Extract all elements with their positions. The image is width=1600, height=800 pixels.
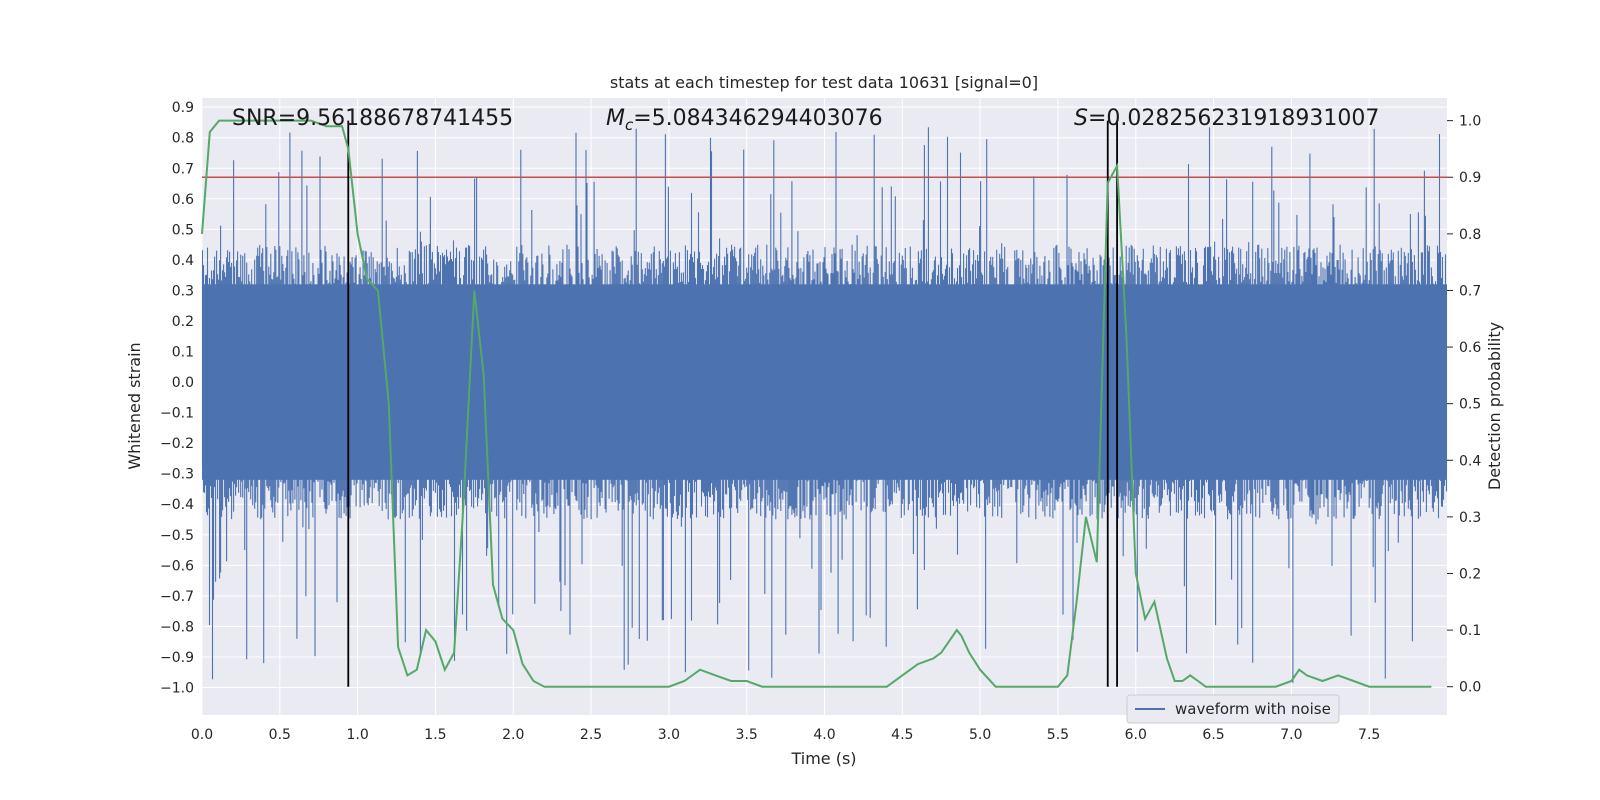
s-symbol: S [1074,106,1088,131]
y-right-tick-label: 0.6 [1459,340,1481,356]
y-left-tick-label: −0.7 [160,589,194,605]
y-right-tick-label: 0.5 [1459,397,1481,413]
s-annotation: S=0.028256231918931007 [1074,106,1379,131]
y-left-tick-label: −0.5 [160,528,194,544]
y-left-tick-label: −0.3 [160,467,194,483]
y-left-axis-ticks: 0.9 0.8 0.7 0.6 0.5 0.4 0.3 0.2 0.1 0.0 −0.1 −0.2 −0… [160,100,194,696]
y-left-tick-label: −0.6 [160,558,194,574]
x-tick-label: 3.0 [658,727,680,743]
y-right-axis-ticks: 1.0 0.9 0.8 0.7 0.6 0.5 0.4 0.3 0.2 0.1 0.0 [1447,114,1481,696]
x-tick-label: 6.5 [1202,727,1224,743]
x-tick-label: 5.0 [969,727,991,743]
x-tick-label: 4.0 [813,727,835,743]
y-right-tick-label: 0.0 [1459,680,1481,696]
legend-box [1126,694,1340,724]
y-right-tick-label: 0.1 [1459,623,1481,639]
y-left-tick-label: 0.2 [172,314,194,330]
x-tick-label: 6.0 [1125,727,1147,743]
legend: waveform with noise [1126,694,1340,724]
y-left-tick-label: 0.1 [172,345,194,361]
chirp-mass-symbol: M [606,106,625,131]
y-left-tick-label: 0.9 [172,100,194,116]
y-left-tick-label: 0.7 [172,161,194,177]
y-right-tick-label: 0.9 [1459,170,1481,186]
overlay-lines [201,119,1447,688]
chirp-mass-subscript: c [625,116,634,134]
x-tick-label: 2.0 [502,727,524,743]
x-tick-label: 5.5 [1047,727,1069,743]
y-left-tick-label: 0.8 [172,131,194,147]
snr-annotation: SNR=9.56188678741455 [232,106,513,131]
y-right-tick-label: 0.7 [1459,283,1481,299]
y-left-tick-label: −0.8 [160,619,194,635]
y-left-tick-label: 0.5 [172,222,194,238]
x-tick-label: 0.5 [269,727,291,743]
x-tick-label: 4.5 [891,727,913,743]
y-right-tick-label: 0.4 [1459,453,1481,469]
x-tick-label: 3.5 [736,727,758,743]
chart-title: stats at each timestep for test data 106… [610,73,1038,92]
x-tick-label: 2.5 [580,727,602,743]
y-left-tick-label: 0.0 [172,375,194,391]
x-tick-label: 1.0 [346,727,368,743]
y-left-tick-label: −0.2 [160,436,194,452]
y-right-tick-label: 0.8 [1459,227,1481,243]
x-tick-label: 0.0 [191,727,213,743]
y-left-tick-label: 0.3 [172,283,194,299]
x-tick-label: 1.5 [424,727,446,743]
x-tick-label: 7.5 [1358,727,1380,743]
detection-probability-line [201,119,1432,688]
legend-label: waveform with noise [1175,700,1331,718]
y-right-tick-label: 1.0 [1459,114,1481,130]
y-left-axis-label: Whitened strain [125,342,144,469]
waveform-series [201,127,1448,683]
y-right-tick-label: 0.3 [1459,510,1481,526]
y-left-tick-label: 0.4 [172,253,194,269]
y-left-tick-label: −1.0 [160,681,194,697]
x-tick-label: 7.0 [1280,727,1302,743]
y-left-tick-label: 0.6 [172,192,194,208]
y-right-tick-label: 0.2 [1459,566,1481,582]
y-left-tick-label: −0.9 [160,650,194,666]
y-left-tick-label: −0.1 [160,406,194,422]
x-axis-ticks: 0.0 0.5 1.0 1.5 2.0 2.5 3.0 3.5 4.0 4.5 5.0 5.5 6.0 6… [191,727,1380,743]
y-right-axis-label: Detection probability [1485,322,1504,490]
s-value: =0.028256231918931007 [1088,106,1379,131]
y-left-tick-label: −0.4 [160,497,194,513]
chirp-mass-annotation: Mc=5.084346294403076 [606,106,883,134]
chirp-mass-value: =5.084346294403076 [633,106,882,131]
x-axis-label: Time (s) [790,749,856,768]
